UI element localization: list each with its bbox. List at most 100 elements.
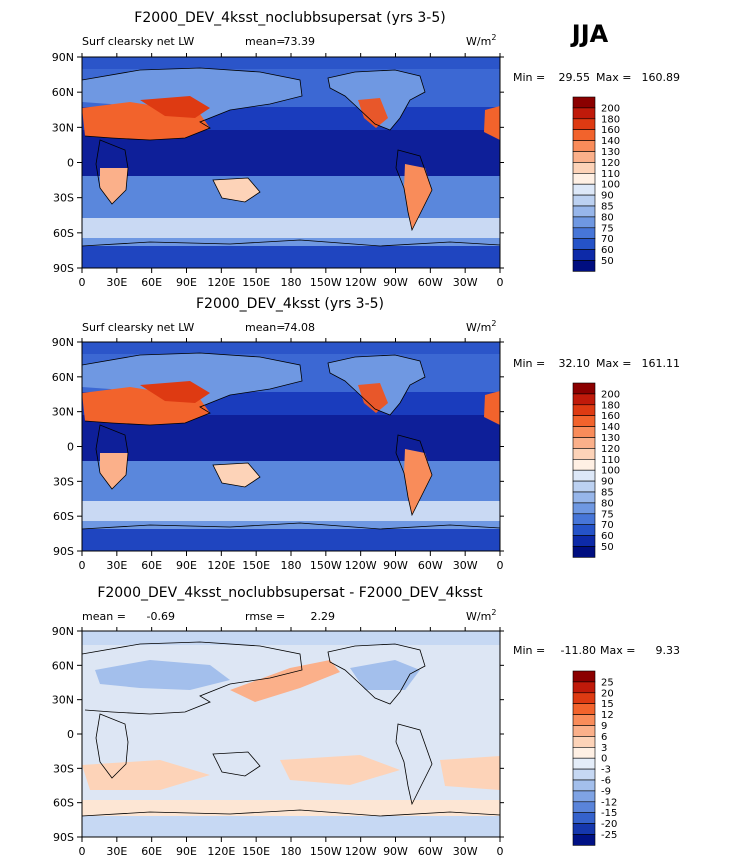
panel-2-lat-tick-label: 60S: [53, 510, 74, 523]
panel-3-lat-tick-label: 90S: [53, 831, 74, 844]
panel-2-coast-south-america: [395, 434, 433, 517]
panel-1-colorbar-label: 130: [601, 147, 620, 158]
panel-3-lon-tick-label: 0: [79, 845, 86, 858]
panel-2-variable: Surf clearsky net LW: [82, 321, 194, 334]
panel-3-rmse-value: 2.29: [311, 610, 336, 623]
panel-3-lon-tick-label: 30W: [453, 845, 478, 858]
panel-1-lon-tick-label: 120W: [345, 276, 377, 289]
panel-3-colorbar-swatch: [572, 790, 596, 803]
panel-3-max-value: 9.33: [656, 644, 681, 657]
panel-3-lon-tick-label: 90E: [176, 845, 197, 858]
panel-1-lat-tick-label: 60S: [53, 227, 74, 240]
panel-2-land-australia: [213, 463, 260, 487]
panel-2-colorbar-label: 60: [601, 531, 614, 542]
panel-1: F2000_DEV_4ksst_noclubbsupersat (yrs 3-5…: [52, 10, 680, 289]
panel-3-colorbar-label: -25: [601, 830, 617, 841]
panel-1-lon-tick-label: 0: [497, 276, 504, 289]
panel-1-lat-tick-label: 30S: [53, 192, 74, 205]
panel-3-lon-tick-label: 150W: [310, 845, 342, 858]
panel-1-coast-eurasia: [82, 67, 303, 141]
panel-1-land-iberia-east: [484, 106, 500, 140]
panel-1-band-antarctic-edge: [82, 238, 500, 246]
panel-1-lon-tick-label: 90E: [176, 276, 197, 289]
panel-3: F2000_DEV_4ksst_noclubbsupersat - F2000_…: [52, 585, 680, 858]
panel-1-colorbar-label: 110: [601, 169, 620, 180]
panel-1-coast-south-america: [395, 149, 433, 232]
panel-1-colorbar-label: 80: [601, 212, 614, 223]
panel-1-colorbar-swatch: [572, 162, 596, 174]
panel-1-title: F2000_DEV_4ksst_noclubbsupersat (yrs 3-5…: [134, 10, 445, 26]
panel-2-lon-tick-label: 180: [281, 559, 302, 572]
panel-3-lat-tick-label: 90N: [52, 625, 74, 638]
panel-3-anomaly-pacific-positive: [230, 660, 340, 702]
panel-3-colorbar-label: -20: [601, 819, 617, 830]
panel-3-coast-south-america: [395, 723, 433, 806]
panel-3-title: F2000_DEV_4ksst_noclubbsupersat - F2000_…: [97, 585, 483, 601]
panel-1-colorbar-label: 60: [601, 245, 614, 256]
panel-1-lon-tick-label: 150E: [242, 276, 270, 289]
panel-2-lon-tick-label: 60E: [141, 559, 162, 572]
panel-3-colorbar-swatch: [572, 834, 596, 846]
panel-2-colorbar-label: 130: [601, 433, 620, 444]
panel-1-colorbar-label: 120: [601, 158, 620, 169]
panel-3-axes: 0 30E 60E 90E 120E 150E 180 150W 120W 90W 60W 30W 09…: [52, 625, 504, 858]
panel-1-colorbar-label: 50: [601, 256, 614, 267]
panel-2-colorbar-label: 75: [601, 509, 614, 520]
panel-2-max-label: Max =: [596, 357, 631, 370]
panel-2-colorbar-label: 100: [601, 466, 620, 477]
panel-1-colorbar-label: 200: [601, 103, 620, 114]
panel-2-lat-tick-label: 30S: [53, 475, 74, 488]
panel-2-colorbar-label: 90: [601, 477, 614, 488]
panel-1-colorbar-label: 85: [601, 202, 614, 213]
panel-2-colorbar-swatch: [572, 415, 596, 427]
panel-3-lat-tick-label: 60S: [53, 797, 74, 810]
panel-1-axes: 0 30E 60E 90E 120E 150E 180 150W 120W 90W 60W 30W 09…: [52, 51, 504, 289]
panel-2-lon-tick-label: 30E: [106, 559, 127, 572]
panel-3-colorbar-label: -15: [601, 808, 617, 819]
panel-1-max-label: Max =: [596, 71, 631, 84]
panel-1-lon-tick-label: 0: [79, 276, 86, 289]
panel-2-colorbar-swatch: [572, 491, 596, 504]
panel-3-max-label: Max =: [600, 644, 635, 657]
panel-2-colorbar-swatch: [572, 393, 596, 406]
panel-2-min-label: Min =: [513, 357, 545, 370]
panel-2-colorbar-label: 85: [601, 488, 614, 499]
panel-2-colorbar-label: 80: [601, 498, 614, 509]
panel-1-land-australia: [213, 178, 260, 202]
panel-1-colorbar-label: 70: [601, 234, 614, 245]
panel-2: F2000_DEV_4ksst (yrs 3-5) Surf clearsky …: [52, 296, 680, 572]
panel-3-colorbar-swatch: [572, 746, 596, 759]
panel-1-colorbar-swatch: [572, 194, 596, 207]
panel-3-colorbar-swatch: [572, 703, 596, 715]
panel-3-colorbar-swatch: [572, 725, 596, 737]
panel-1-lon-tick-label: 60W: [418, 276, 443, 289]
panel-2-colorbar-label: 110: [601, 455, 620, 466]
panel-3-band-antarctica: [82, 816, 500, 837]
panel-1-colorbar-swatch: [572, 183, 596, 196]
panel-2-band-antarctic-edge: [82, 521, 500, 529]
panel-3-colorbar-swatch: [572, 779, 596, 792]
panel-1-mean-value: 73.39: [284, 35, 316, 48]
panel-2-band-s-subtrop: [82, 461, 500, 501]
panel-3-colorbar-label: 20: [601, 688, 614, 699]
panel-2-colorbar-swatch: [572, 458, 596, 471]
panel-1-band-antarctica: [82, 246, 500, 268]
panel-2-axes: 0 30E 60E 90E 120E 150E 180 150W 120W 90W 60W 30W 09…: [52, 336, 504, 572]
panel-2-band-southern-ocean: [82, 501, 500, 521]
panel-3-colorbar-label: 9: [601, 721, 607, 732]
panel-1-colorbar-swatch: [572, 238, 596, 250]
panel-1-colorbar-label: 140: [601, 136, 620, 147]
panel-2-lon-tick-label: 0: [79, 559, 86, 572]
panel-2-colorbar-label: 50: [601, 542, 614, 553]
panel-1-colorbar-swatch: [572, 140, 596, 152]
panel-2-lon-tick-label: 150W: [310, 559, 342, 572]
panel-2-colorbar-label: 180: [601, 400, 620, 411]
panel-1-lon-tick-label: 30E: [106, 276, 127, 289]
panel-3-units: W/m2: [466, 608, 496, 623]
panel-3-colorbar-swatch: [572, 681, 596, 694]
panel-1-colorbar-label: 160: [601, 125, 620, 136]
panel-1-colorbar-swatch: [572, 96, 596, 109]
panel-3-colorbar-label: 15: [601, 699, 614, 710]
